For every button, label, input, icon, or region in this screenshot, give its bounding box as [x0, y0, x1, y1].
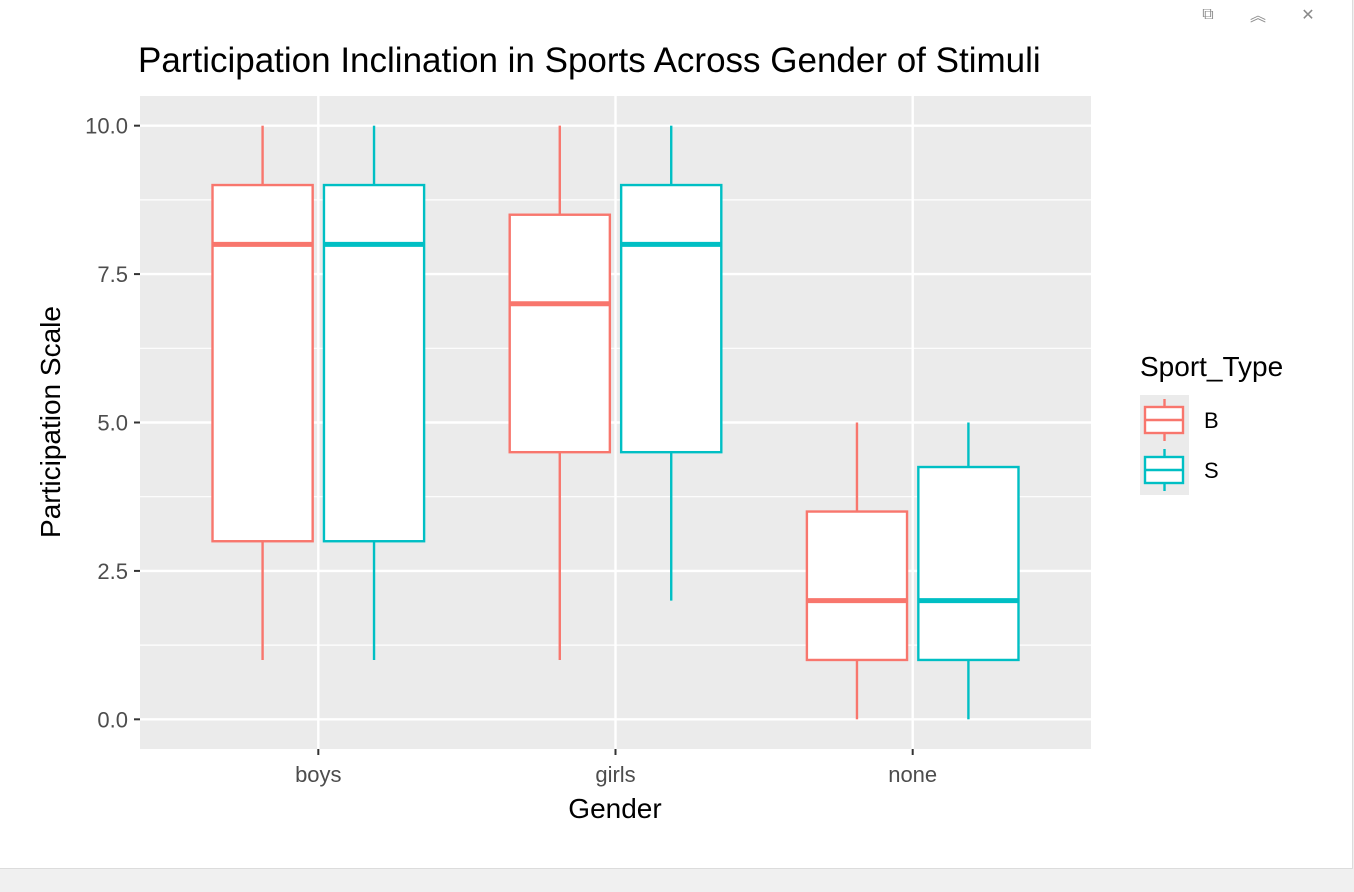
plot-viewer: ⧉ ︽ ✕ Participation Inclination in Sport… [0, 0, 1353, 869]
box-B-none [805, 422, 909, 720]
x-tick-label: boys [295, 762, 341, 787]
box-B-girls [508, 125, 612, 660]
iqr-box [508, 213, 612, 454]
window-controls: ⧉ ︽ ✕ [1194, 2, 1322, 26]
legend-label: S [1204, 458, 1219, 483]
popout-icon[interactable]: ⧉ [1202, 4, 1214, 23]
iqr-box [805, 510, 909, 662]
y-axis-title: Participation Scale [35, 306, 66, 538]
x-tick-label: girls [595, 762, 635, 787]
legend: Sport_Type BS [1140, 351, 1283, 495]
boxes [211, 125, 1020, 720]
box-S-none [917, 422, 1020, 720]
box-B-boys [211, 125, 314, 660]
legend-item-B: B [1140, 395, 1219, 445]
y-tick-label: 7.5 [97, 262, 128, 287]
chart-title: Participation Inclination in Sports Acro… [138, 41, 1041, 80]
boxplot-chart: Participation Inclination in Sports Acro… [35, 41, 1283, 824]
y-tick-label: 10.0 [85, 114, 128, 139]
y-tick-label: 5.0 [97, 411, 128, 436]
x-tick-label: none [888, 762, 937, 787]
x-axis-title: Gender [568, 793, 661, 824]
legend-item-S: S [1140, 445, 1219, 495]
legend-label: B [1204, 408, 1219, 433]
box-S-boys [322, 125, 426, 660]
iqr-box [211, 183, 314, 543]
iqr-box [917, 465, 1020, 662]
axes: 0.0 2.5 5.0 7.5 10.0 boys girls none [85, 114, 937, 787]
iqr-box [322, 183, 426, 543]
iqr-box [619, 183, 723, 454]
legend-title: Sport_Type [1140, 351, 1283, 382]
y-tick-label: 0.0 [97, 707, 128, 732]
box-S-girls [619, 125, 723, 601]
close-icon[interactable]: ✕ [1301, 4, 1315, 24]
collapse-icon[interactable]: ︽ [1249, 6, 1266, 25]
y-tick-label: 2.5 [97, 559, 128, 584]
